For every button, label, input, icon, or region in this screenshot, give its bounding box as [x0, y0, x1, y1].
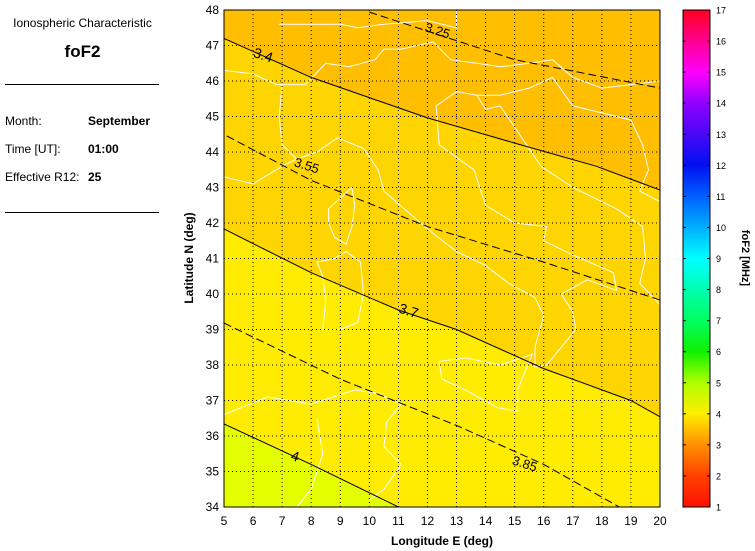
- contour-lines: 3.253.43.553.73.854: [224, 11, 660, 507]
- y-tick-label: 41: [206, 252, 220, 266]
- x-tick-label: 13: [450, 514, 464, 528]
- x-axis-label: Longitude E (deg): [391, 534, 493, 548]
- x-tick-label: 9: [337, 514, 344, 528]
- y-tick-label: 44: [206, 145, 220, 159]
- coastline: [224, 91, 660, 368]
- coastline: [279, 10, 457, 29]
- x-tick-label: 7: [279, 514, 286, 528]
- divider: [5, 84, 159, 85]
- contour-line: [224, 228, 660, 418]
- time-value: 01:00: [88, 142, 119, 156]
- y-axis-label: Latitude N (deg): [182, 212, 196, 303]
- y-tick-label: 38: [206, 358, 220, 372]
- contour-fills: [224, 10, 660, 507]
- contour-label: 3.7: [397, 300, 421, 321]
- coastline: [476, 76, 660, 203]
- colorbar-tick-label: 11: [716, 192, 725, 202]
- axes: 5 6 7 8 9 10 11 12 13 14 15 16 17 18 19 20 34 35 36 37 38 39 4…: [206, 3, 667, 528]
- colorbar-tick-label: 5: [716, 378, 721, 388]
- x-tick-label: 10: [363, 514, 377, 528]
- colorbar-tick-label: 3: [716, 440, 721, 450]
- colorbar-label: foF2 [MHz]: [739, 230, 751, 287]
- contour-line: [224, 423, 399, 507]
- x-tick-label: 19: [624, 514, 638, 528]
- fill-region: [224, 229, 660, 507]
- x-tick-label: 11: [392, 514, 405, 528]
- r12-label: Effective R12:: [5, 170, 80, 184]
- y-tick-label: 45: [206, 110, 220, 124]
- x-tick-label: 17: [566, 514, 580, 528]
- contour-line: [224, 322, 620, 507]
- colorbar-tick-label: 1: [716, 503, 721, 513]
- x-tick-label: 12: [421, 514, 435, 528]
- x-tick-label: 18: [595, 514, 609, 528]
- colorbar-tick-label: 14: [716, 99, 726, 109]
- y-tick-label: 37: [206, 394, 220, 408]
- contour-label: 3.4: [252, 44, 276, 65]
- contour-line: [369, 11, 660, 89]
- y-tick-label: 40: [206, 287, 220, 301]
- coastline: [224, 389, 403, 501]
- colorbar-tick-label: 10: [716, 223, 726, 233]
- coastline: [278, 41, 660, 160]
- characteristic-name: foF2: [64, 42, 101, 61]
- y-tick-label: 34: [206, 500, 220, 514]
- coastlines: [224, 10, 660, 507]
- r12-value: 25: [88, 170, 102, 184]
- x-tick-label: 20: [653, 514, 667, 528]
- contour-label: 3.55: [292, 154, 321, 176]
- y-tick-label: 46: [206, 74, 220, 88]
- contour-line: [224, 37, 660, 191]
- x-tick-label: 15: [508, 514, 522, 528]
- colorbar: [682, 9, 711, 508]
- colorbar-tick-label: 16: [716, 37, 726, 47]
- panel-title: Ionospheric Characteristic: [13, 16, 152, 30]
- colorbar-tick-label: 9: [716, 254, 721, 264]
- month-value: September: [88, 114, 151, 128]
- contour-label: 3.25: [423, 20, 452, 42]
- colorbar-tick-label: 8: [716, 285, 721, 295]
- colorbar-tick-label: 15: [716, 68, 726, 78]
- x-tick-label: 5: [221, 514, 228, 528]
- y-tick-label: 43: [206, 181, 220, 195]
- x-tick-label: 16: [537, 514, 551, 528]
- coastline: [438, 353, 533, 412]
- y-tick-label: 48: [206, 3, 220, 17]
- colorbar-tick-label: 17: [716, 6, 726, 16]
- colorbar-tick-label: 6: [716, 347, 721, 357]
- y-tick-label: 42: [206, 216, 220, 230]
- x-tick-label: 8: [308, 514, 315, 528]
- y-tick-label: 36: [206, 429, 220, 443]
- y-tick-label: 35: [206, 465, 220, 479]
- colorbar-tick-label: 2: [716, 471, 721, 481]
- coastline: [316, 250, 365, 330]
- colorbar-tick-label: 4: [716, 409, 721, 419]
- time-label: Time [UT]:: [5, 142, 61, 156]
- colorbar-tick-label: 12: [716, 161, 726, 171]
- coastline: [328, 187, 356, 246]
- y-tick-label: 39: [206, 323, 220, 337]
- contour-line: [226, 135, 660, 301]
- plot-frame: [223, 9, 661, 508]
- divider: [5, 212, 159, 213]
- contour-label: 3.85: [510, 453, 539, 475]
- y-tick-label: 47: [206, 39, 220, 53]
- colorbar-tick-label: 13: [716, 130, 726, 140]
- month-label: Month:: [5, 114, 42, 128]
- x-tick-label: 14: [479, 514, 493, 528]
- x-tick-label: 6: [250, 514, 257, 528]
- colorbar-tick-label: 7: [716, 316, 721, 326]
- coastline: [224, 69, 283, 86]
